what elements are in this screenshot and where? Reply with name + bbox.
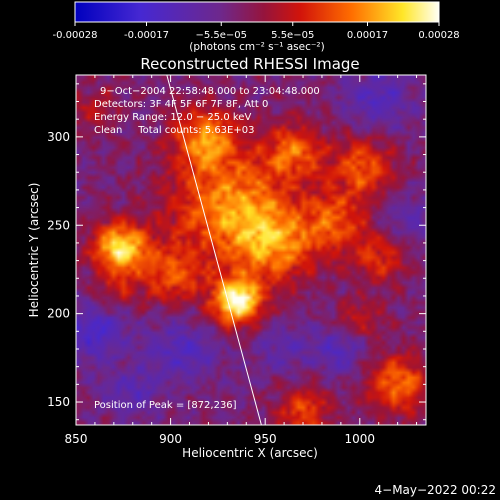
- y-tick-label: 150: [47, 395, 70, 409]
- colorbar-tick-label: 0.00017: [347, 30, 388, 41]
- y-tick-label: 300: [47, 130, 70, 144]
- annotation-energy: Energy Range: 12.0 − 25.0 keV: [94, 112, 251, 123]
- footer-date: 4−May−2022 00:22: [375, 483, 497, 497]
- axis-ticks: 850 900 950 1000 150 200 250 300: [47, 75, 426, 446]
- colorbar-label: (photons cm⁻² s⁻¹ asec⁻²): [189, 41, 324, 53]
- colorbar-tick-label: 0.00028: [418, 30, 459, 41]
- x-tick-label: 850: [65, 432, 88, 446]
- solar-limb-line: [166, 74, 262, 426]
- colorbar-tick-label: −5.5e−05: [195, 30, 247, 41]
- colorbar-tick-label: -0.00017: [124, 30, 169, 41]
- plot-frame: [75, 74, 427, 426]
- x-axis-label: Heliocentric X (arcsec): [182, 446, 318, 460]
- y-tick-label: 200: [47, 307, 70, 321]
- annotation-detectors: Detectors: 3F 4F 5F 6F 7F 8F, Att 0: [94, 99, 268, 110]
- x-tick-label: 900: [159, 432, 182, 446]
- colorbar-tick-label: 5.5e−05: [271, 30, 314, 41]
- annotation-block: 9−Oct−2004 22:58:48.000 to 23:04:48.000 …: [94, 86, 320, 136]
- colorbar-ticks: -0.00028 -0.00017 −5.5e−05 5.5e−05 0.00017 0.…: [53, 22, 460, 41]
- x-tick-label: 950: [254, 432, 277, 446]
- x-tick-label: 1000: [345, 432, 376, 446]
- peak-position-label: Position of Peak = [872,236]: [94, 400, 237, 411]
- y-axis-label: Heliocentric Y (arcsec): [27, 183, 41, 318]
- y-tick-label: 250: [47, 218, 70, 232]
- annotation-clean-counts: Clean Total counts: 5.63E+03: [94, 125, 254, 136]
- colorbar-gradient: [74, 1, 440, 23]
- annotation-time-range: 9−Oct−2004 22:58:48.000 to 23:04:48.000: [100, 86, 320, 97]
- plot-area: 850 900 950 1000 150 200 250 300: [47, 74, 427, 446]
- colorbar-tick-label: -0.00028: [53, 30, 98, 41]
- colorbar: -0.00028 -0.00017 −5.5e−05 5.5e−05 0.00017 0.…: [53, 1, 460, 53]
- chart-title: Reconstructed RHESSI Image: [140, 55, 359, 73]
- heatmap-image: [76, 75, 426, 425]
